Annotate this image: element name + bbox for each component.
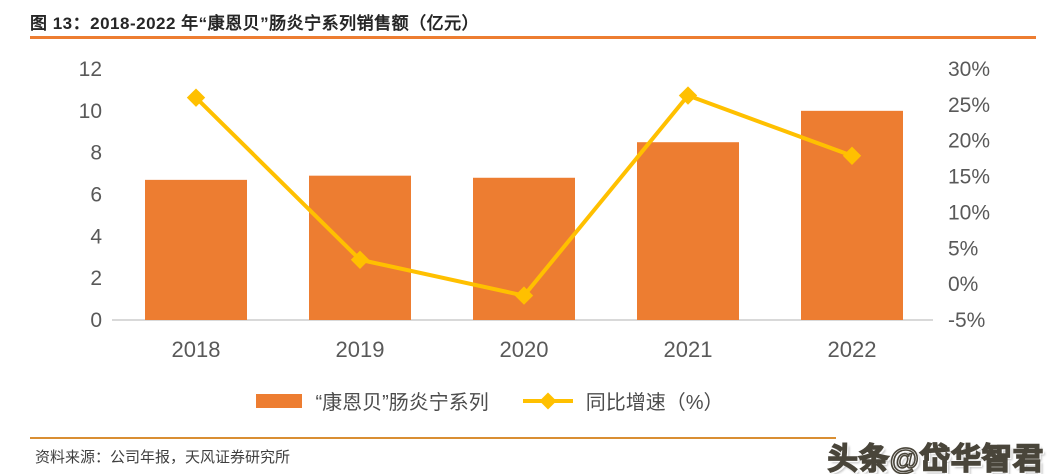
- left-axis-tick: 2: [90, 267, 102, 290]
- chart-legend: “康恩贝”肠炎宁系列 同比增速（%）: [0, 386, 1015, 415]
- left-axis-tick: 8: [90, 142, 102, 165]
- right-axis-tick: 30%: [948, 58, 990, 81]
- right-axis-tick: 0%: [948, 273, 978, 296]
- watermark: 头条@岱华智君: [827, 442, 1044, 474]
- right-axis-tick: 5%: [948, 237, 978, 260]
- legend-label-bar: “康恩贝”肠炎宁系列: [315, 392, 489, 414]
- legend-item-line: 同比增速（%）: [522, 386, 724, 415]
- line-diamond-swatch-icon: [522, 392, 573, 410]
- figure-title: 图 13：2018-2022 年“康恩贝”肠炎宁系列销售额（亿元）: [30, 14, 480, 33]
- legend-label-line: 同比增速（%）: [585, 392, 724, 414]
- left-axis-tick: 6: [90, 184, 102, 207]
- x-axis-label-2022: 2022: [828, 337, 877, 362]
- legend-item-bar: “康恩贝”肠炎宁系列: [256, 386, 489, 415]
- left-axis-tick: 12: [79, 58, 102, 81]
- left-axis-tick: 4: [90, 225, 102, 248]
- bar-2022: [801, 110, 903, 320]
- growth-marker-2021: [678, 86, 698, 105]
- x-axis-label-2019: 2019: [336, 337, 385, 362]
- right-axis-tick: 10%: [948, 201, 990, 224]
- right-axis-tick: 15%: [948, 166, 990, 189]
- right-axis-tick: -5%: [948, 309, 985, 332]
- x-axis-label-2021: 2021: [664, 337, 713, 362]
- footer-rule: [30, 437, 836, 439]
- x-axis-label-2020: 2020: [500, 337, 549, 362]
- bar-2019: [309, 175, 411, 320]
- source-note: 资料来源：公司年报，天风证券研究所: [35, 449, 291, 466]
- bar-swatch-icon: [256, 393, 303, 408]
- bar-2021: [637, 142, 739, 320]
- left-axis-tick: 10: [79, 100, 102, 123]
- title-rule: [30, 36, 1036, 39]
- right-axis-tick: 20%: [948, 130, 990, 153]
- left-axis-tick: 0: [90, 309, 102, 332]
- bar-2018: [145, 179, 247, 320]
- sales-growth-chart: 12 10 8 6 4 2 0 30% 25% 20% 15% 10% 5% 0% -5% 2018 2019 2…: [79, 58, 990, 362]
- growth-marker-2018: [186, 88, 206, 107]
- x-axis-label-2018: 2018: [172, 337, 221, 362]
- right-axis-tick: 25%: [948, 94, 990, 117]
